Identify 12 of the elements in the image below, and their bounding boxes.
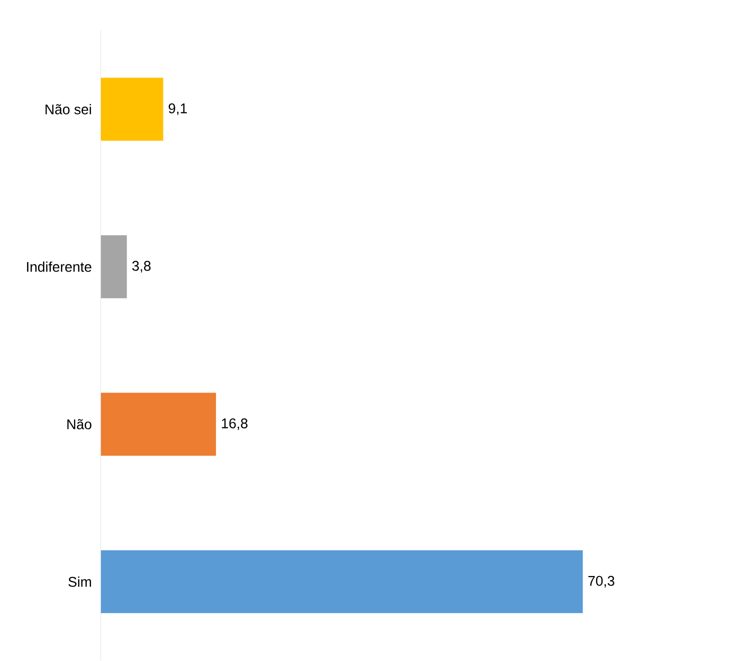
y-tick-label: Não: [67, 419, 92, 430]
y-tick-label: Sim: [68, 576, 92, 588]
bar: [100, 392, 216, 456]
data-label: 9,1: [168, 104, 187, 116]
y-tick-label: Indiferente: [27, 262, 92, 272]
bar: [100, 550, 583, 614]
bar: [100, 78, 164, 141]
data-label: 3,8: [132, 261, 151, 273]
data-label: 16,8: [222, 418, 248, 430]
bar: [100, 235, 127, 298]
y-tick-label: Não sei: [46, 104, 91, 115]
data-label: 70,3: [588, 576, 614, 588]
